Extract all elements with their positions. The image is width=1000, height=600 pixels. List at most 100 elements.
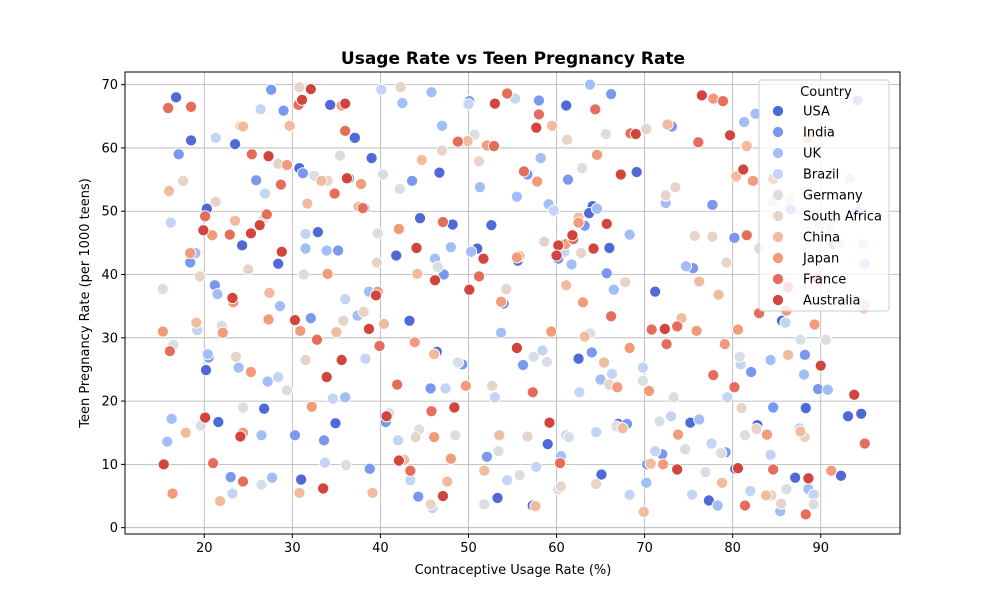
data-point: [413, 212, 427, 225]
data-point: [658, 322, 671, 335]
x-tick-label: 90: [812, 541, 829, 556]
data-point: [825, 464, 838, 477]
data-point: [280, 158, 294, 172]
data-point: [590, 426, 603, 439]
data-point: [295, 473, 308, 486]
data-point: [293, 486, 306, 499]
data-point: [242, 263, 255, 276]
data-point: [538, 235, 551, 248]
data-point: [562, 431, 575, 444]
data-point: [337, 314, 350, 327]
legend-item: Germany: [771, 189, 863, 204]
data-point: [707, 369, 720, 382]
data-point: [517, 165, 530, 178]
x-tick-label: 40: [372, 541, 389, 556]
data-point: [156, 325, 169, 338]
data-point: [738, 499, 752, 512]
legend-item: UK: [771, 147, 822, 162]
data-point: [731, 323, 745, 336]
data-point: [255, 478, 268, 491]
data-point: [209, 195, 222, 208]
data-point: [354, 177, 368, 191]
data-point: [779, 316, 792, 329]
data-point: [229, 214, 242, 227]
data-point: [636, 374, 649, 387]
data-point: [855, 407, 868, 420]
data-point: [478, 464, 491, 477]
data-point: [162, 184, 176, 198]
data-point: [393, 183, 406, 196]
data-point: [858, 437, 871, 450]
data-point: [775, 497, 788, 510]
data-point: [209, 131, 222, 144]
data-point: [848, 388, 861, 401]
data-point: [369, 289, 383, 302]
data-point: [326, 392, 339, 405]
data-point: [376, 168, 390, 181]
data-point: [226, 291, 239, 304]
data-point: [163, 345, 176, 358]
data-point: [640, 122, 653, 136]
data-point: [764, 353, 777, 367]
data-point: [255, 429, 268, 442]
x-tick-label: 60: [548, 541, 565, 556]
data-point: [310, 333, 324, 346]
legend-marker: [771, 209, 785, 223]
data-point: [250, 174, 263, 187]
data-point: [819, 333, 833, 346]
data-point: [391, 434, 405, 447]
legend-title: Country: [800, 85, 852, 100]
data-point: [365, 152, 378, 165]
data-point: [375, 83, 388, 96]
data-point: [214, 495, 227, 508]
data-point: [653, 415, 666, 428]
data-point: [371, 227, 384, 240]
data-point: [733, 350, 746, 363]
data-point: [185, 100, 198, 113]
data-point: [645, 323, 658, 336]
data-point: [572, 352, 585, 365]
legend-marker: [771, 251, 785, 265]
data-point: [297, 268, 310, 281]
data-point: [794, 425, 807, 438]
legend-marker: [771, 293, 785, 307]
data-point: [600, 267, 613, 280]
data-point: [585, 346, 598, 359]
data-point: [226, 487, 239, 500]
data-point: [550, 249, 563, 262]
data-point: [444, 241, 457, 254]
x-tick-label: 20: [196, 541, 213, 556]
data-point: [477, 252, 490, 265]
data-point: [408, 336, 421, 349]
data-point: [485, 219, 498, 232]
data-point: [415, 153, 428, 167]
data-point: [339, 391, 352, 404]
data-point: [587, 242, 600, 255]
data-point: [640, 476, 653, 489]
data-point: [362, 322, 375, 335]
y-tick-label: 70: [101, 78, 118, 93]
series-germany: [156, 127, 850, 511]
data-point: [495, 295, 508, 308]
series-china: [162, 118, 871, 518]
data-point: [706, 230, 719, 243]
data-point: [531, 175, 544, 188]
data-point: [720, 256, 733, 269]
data-point: [603, 241, 616, 254]
data-point: [197, 224, 210, 237]
y-tick-label: 20: [101, 395, 118, 410]
data-point: [534, 152, 547, 165]
data-point: [814, 359, 827, 372]
data-point: [253, 219, 266, 232]
data-point: [317, 482, 330, 495]
data-point: [560, 99, 573, 112]
legend-items: USA India UK Brazil Germany South Africa China…: [771, 105, 882, 309]
data-point: [546, 119, 559, 132]
data-point: [184, 246, 197, 260]
data-point: [573, 386, 586, 399]
data-point: [463, 283, 476, 296]
data-point: [560, 279, 573, 292]
data-point: [808, 318, 821, 331]
data-point: [540, 355, 553, 368]
series-france: [162, 87, 871, 521]
